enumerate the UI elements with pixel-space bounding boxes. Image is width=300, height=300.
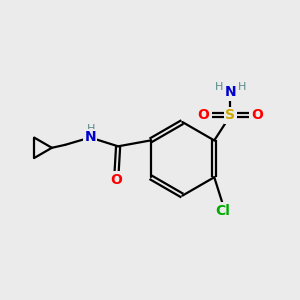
Text: O: O (111, 172, 123, 187)
Text: O: O (197, 108, 209, 122)
Text: Cl: Cl (216, 203, 230, 218)
Text: S: S (226, 108, 236, 122)
Text: N: N (84, 130, 96, 145)
Text: H: H (215, 82, 224, 92)
Text: N: N (225, 85, 236, 99)
Text: O: O (252, 108, 263, 122)
Text: H: H (238, 82, 246, 92)
Text: H: H (87, 124, 95, 134)
